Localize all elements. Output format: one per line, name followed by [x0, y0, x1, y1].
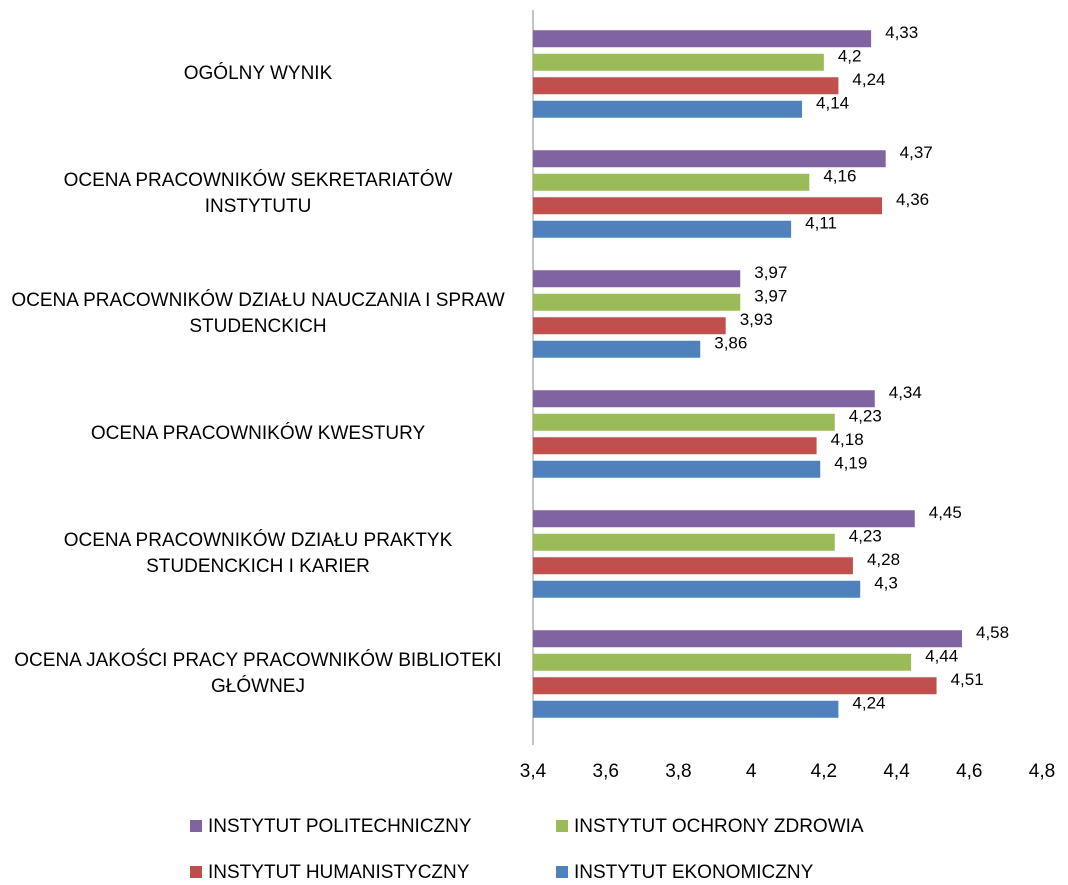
value-label: 3,97: [754, 287, 787, 306]
bar: [533, 510, 915, 528]
value-label: 4,37: [900, 143, 933, 162]
bar: [533, 413, 835, 431]
legend-swatch: [556, 866, 568, 878]
legend-label: INSTYTUT POLITECHNICZNY: [208, 816, 472, 837]
value-label: 4,28: [867, 550, 900, 569]
bar: [533, 677, 937, 695]
bar: [533, 653, 912, 671]
value-label: 3,97: [754, 263, 787, 282]
value-label: 4,23: [849, 407, 882, 426]
bar: [533, 150, 886, 168]
bar: [533, 533, 835, 551]
bar: [533, 293, 741, 311]
bar: [533, 173, 810, 191]
bar: [533, 100, 803, 118]
value-label: 4,19: [834, 454, 867, 473]
bar: [533, 437, 817, 455]
legend-swatch: [190, 866, 202, 878]
x-tick-label: 4,2: [811, 761, 837, 782]
value-label: 3,93: [740, 310, 773, 329]
legend-swatch: [556, 820, 568, 832]
value-label: 4,23: [849, 527, 882, 546]
value-label: 4,24: [852, 70, 885, 89]
x-tick-label: 4,6: [956, 761, 982, 782]
value-label: 4,51: [951, 670, 984, 689]
legend-label: INSTYTUT EKONOMICZNY: [574, 862, 814, 883]
legend-swatch: [190, 820, 202, 832]
value-label: 4,3: [874, 574, 898, 593]
bar: [533, 197, 883, 215]
bar: [533, 340, 701, 358]
bar: [533, 557, 853, 575]
bar: [533, 53, 824, 71]
y-tick-label: OCENA PRACOWNIKÓW DZIAŁU NAUCZANIA I SPR…: [11, 290, 505, 337]
x-tick-label: 3,4: [520, 761, 547, 782]
y-tick-label: OCENA PRACOWNIKÓW SEKRETARIATÓW INSTYTUT…: [63, 170, 453, 217]
value-label: 4,44: [925, 647, 958, 666]
x-tick-label: 4,8: [1029, 761, 1055, 782]
x-tick-label: 3,8: [665, 761, 691, 782]
x-tick-label: 3,6: [593, 761, 619, 782]
bar: [533, 460, 821, 478]
legend-label: INSTYTUT HUMANISTYCZNY: [208, 862, 470, 883]
bar: [533, 630, 963, 648]
value-label: 4,58: [976, 623, 1009, 642]
value-label: 4,34: [889, 383, 922, 402]
value-label: 4,14: [816, 94, 849, 113]
y-tick-label: OGÓLNY WYNIK: [183, 63, 333, 84]
y-tick-label: OCENA PRACOWNIKÓW KWESTURY: [90, 423, 426, 444]
bar: [533, 390, 875, 408]
bar: [533, 220, 792, 238]
y-tick-label: OCENA PRACOWNIKÓW DZIAŁU PRAKTYK STUDENC…: [63, 530, 453, 577]
value-label: 4,33: [885, 23, 918, 42]
bar: [533, 317, 726, 335]
value-label: 4,11: [805, 214, 837, 233]
value-label: 4,45: [929, 503, 962, 522]
value-label: 3,86: [714, 334, 747, 353]
value-label: 4,2: [838, 47, 862, 66]
legend-label: INSTYTUT OCHRONY ZDROWIA: [574, 816, 864, 837]
value-label: 4,36: [896, 190, 929, 209]
value-label: 4,16: [823, 167, 856, 186]
bar: [533, 270, 741, 288]
y-tick-label: OCENA JAKOŚCI PRACY PRACOWNIKÓW BIBLIOTE…: [14, 650, 502, 697]
value-label: 4,18: [831, 430, 864, 449]
bar: [533, 77, 839, 95]
x-tick-label: 4,4: [883, 761, 910, 782]
x-tick-label: 4: [746, 761, 757, 782]
bar: [533, 700, 839, 718]
bar: [533, 30, 872, 48]
value-label: 4,24: [852, 694, 885, 713]
bar: [533, 580, 861, 598]
